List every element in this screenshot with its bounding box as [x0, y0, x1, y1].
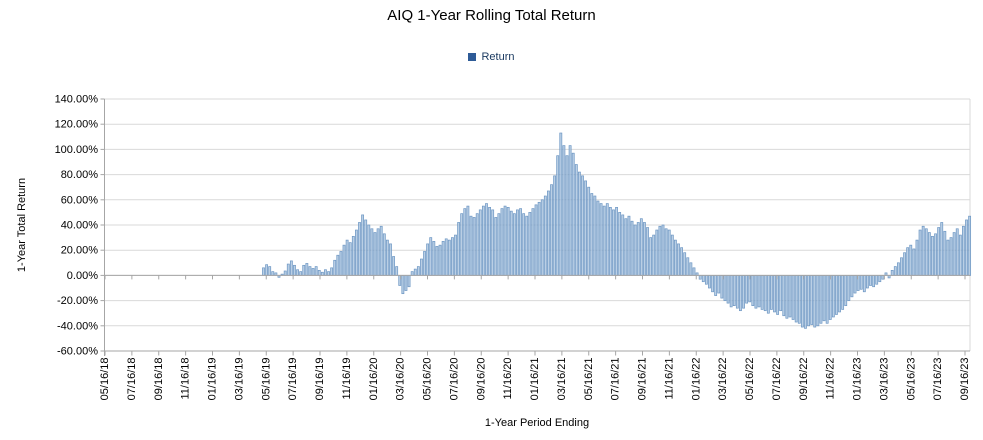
x-tick-label: 05/16/18 — [99, 358, 111, 401]
x-tick-label: 03/16/20 — [395, 358, 407, 401]
x-tick-label: 05/16/21 — [583, 358, 595, 401]
x-tick-label: 01/16/22 — [690, 358, 702, 401]
x-tick-label: 03/16/22 — [717, 358, 729, 401]
chart-title: AIQ 1-Year Rolling Total Return — [387, 7, 596, 24]
svg-text:60.00%: 60.00% — [61, 194, 99, 206]
svg-text:120.00%: 120.00% — [55, 119, 99, 131]
x-tick-label: 11/16/22 — [825, 358, 837, 400]
svg-text:20.00%: 20.00% — [61, 245, 99, 257]
x-tick-label: 03/16/21 — [556, 358, 568, 401]
x-tick-label: 11/16/18 — [180, 358, 192, 400]
x-tick-label: 11/16/20 — [502, 358, 514, 400]
x-tick-label: 07/16/20 — [448, 358, 460, 401]
svg-text:-40.00%: -40.00% — [57, 320, 98, 332]
x-tick-label: 09/16/19 — [314, 358, 326, 401]
x-tick-label: 03/16/23 — [878, 358, 890, 401]
x-tick-label: 09/16/23 — [959, 358, 971, 401]
x-tick-label: 07/16/21 — [610, 358, 622, 401]
x-tick-label: 07/16/23 — [932, 358, 944, 401]
legend-swatch-icon — [468, 53, 477, 61]
legend-label: Return — [481, 51, 515, 63]
x-tick-label: 03/16/19 — [233, 358, 245, 401]
axes: 05/16/18 07/16/18 09/16/18 11/16/18 01/16/19… — [99, 99, 971, 400]
svg-text:-20.00%: -20.00% — [57, 295, 98, 307]
x-tick-label: 05/16/20 — [422, 358, 434, 401]
x-tick-label: 01/16/23 — [852, 358, 864, 401]
x-tick-label: 01/16/20 — [368, 358, 380, 401]
svg-text:0.00%: 0.00% — [67, 270, 98, 282]
svg-text:40.00%: 40.00% — [61, 220, 99, 232]
x-tick-label: 09/16/21 — [637, 358, 649, 401]
svg-text:80.00%: 80.00% — [61, 169, 99, 181]
x-tick-label: 07/16/19 — [287, 358, 299, 401]
x-tick-label: 01/16/21 — [529, 358, 541, 401]
svg-text:100.00%: 100.00% — [55, 144, 99, 156]
svg-text:140.00%: 140.00% — [55, 94, 99, 106]
legend: Return — [0, 51, 983, 63]
x-tick-label: 07/16/22 — [771, 358, 783, 401]
x-tick-label: 05/16/19 — [260, 358, 272, 401]
svg-text:-60.00%: -60.00% — [57, 346, 98, 358]
x-tick-label: 05/16/23 — [905, 358, 917, 401]
x-tick-label: 05/16/22 — [744, 358, 756, 401]
x-tick-label: 07/16/18 — [126, 358, 138, 401]
x-tick-label: 09/16/20 — [475, 358, 487, 401]
x-tick-label: 09/16/18 — [153, 358, 165, 401]
x-axis-title: 1-Year Period Ending — [484, 417, 590, 429]
bars-series-return — [262, 132, 972, 329]
x-tick-label: 09/16/22 — [798, 358, 810, 401]
x-tick-label: 11/16/21 — [663, 358, 675, 400]
x-tick-label: 11/16/19 — [341, 358, 353, 400]
x-tick-label: 01/16/19 — [207, 358, 219, 401]
